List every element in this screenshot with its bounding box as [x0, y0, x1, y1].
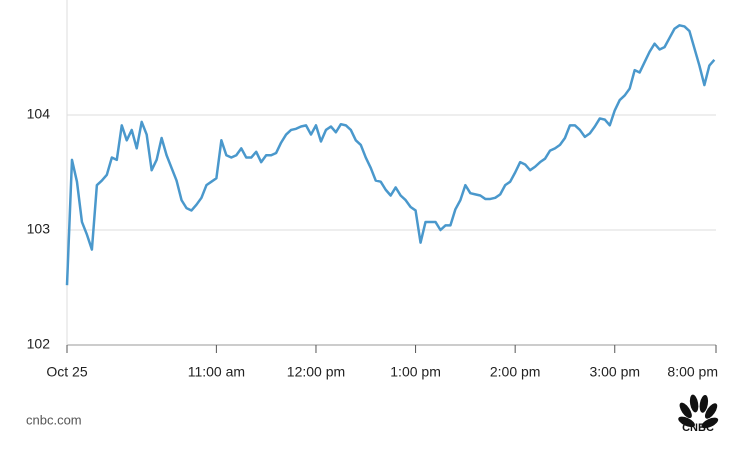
x-tick-label: 3:00 pm [589, 364, 640, 380]
logo-text: CNBC [682, 422, 714, 434]
x-tick-label: 2:00 pm [490, 364, 541, 380]
y-tick-label: 103 [27, 221, 51, 237]
x-tick-label: 11:00 am [188, 364, 245, 380]
x-tick-label: 1:00 pm [390, 364, 441, 380]
y-tick-label: 102 [27, 336, 51, 352]
logo-peacock [678, 394, 719, 429]
x-tick-label: 12:00 pm [287, 364, 345, 380]
x-tick-label: 8:00 pm [667, 364, 718, 380]
source: cnbc.com [26, 412, 82, 427]
price-line [65, 24, 716, 286]
x-tick-label: Oct 25 [46, 364, 87, 380]
y-tick-label: 104 [27, 106, 51, 122]
